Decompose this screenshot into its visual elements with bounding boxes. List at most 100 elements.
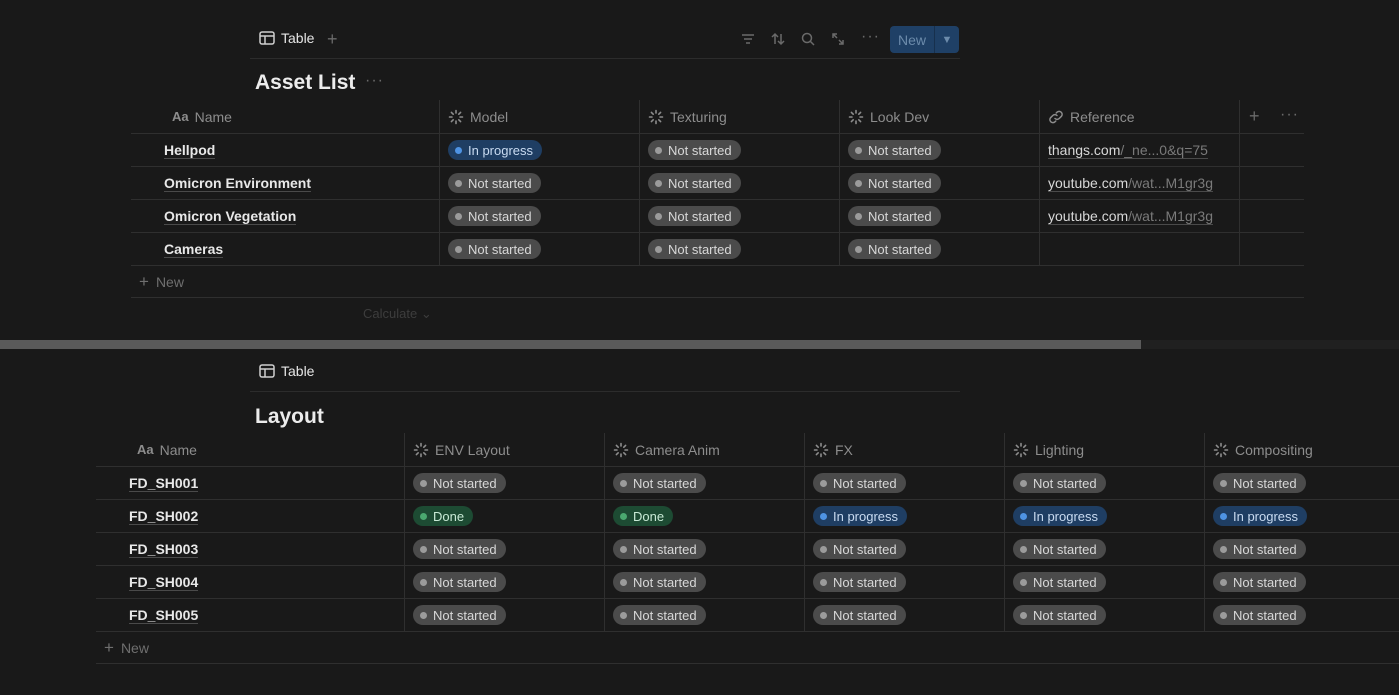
status-badge[interactable]: Not started bbox=[448, 239, 541, 259]
status-badge[interactable]: Not started bbox=[848, 239, 941, 259]
column-header-model[interactable]: Model bbox=[448, 100, 508, 133]
column-divider bbox=[1239, 100, 1240, 266]
status-dot bbox=[1020, 512, 1027, 520]
calculate-button[interactable]: Calculate ⌄ bbox=[363, 306, 432, 321]
status-badge[interactable]: Not started bbox=[648, 140, 741, 160]
sort-icon[interactable] bbox=[770, 31, 786, 47]
status-dot bbox=[820, 545, 827, 553]
status-dot bbox=[420, 611, 427, 619]
column-header-name[interactable]: Aa Name bbox=[172, 108, 232, 125]
database-title[interactable]: Asset List bbox=[255, 71, 356, 94]
title-more-icon[interactable]: ··· bbox=[365, 72, 384, 89]
link-icon bbox=[1049, 110, 1063, 123]
status-badge[interactable]: Not started bbox=[813, 605, 906, 625]
tab-label: Table bbox=[281, 30, 315, 46]
status-badge[interactable]: In progress bbox=[1013, 506, 1108, 526]
table-row-name[interactable]: FD_SH004 bbox=[129, 574, 199, 591]
new-button[interactable]: New ▼ bbox=[890, 26, 959, 53]
more-icon[interactable]: ··· bbox=[861, 28, 880, 45]
status-icon bbox=[613, 442, 629, 457]
status-dot bbox=[1020, 611, 1027, 619]
status-badge[interactable]: Not started bbox=[613, 473, 706, 493]
table-icon bbox=[259, 364, 275, 378]
status-badge[interactable]: In progress bbox=[1213, 506, 1308, 526]
tab-table[interactable]: Table bbox=[259, 30, 314, 46]
status-dot bbox=[820, 479, 827, 487]
table-row-name[interactable]: Hellpod bbox=[164, 142, 216, 159]
filter-icon[interactable] bbox=[740, 31, 756, 47]
row-divider bbox=[96, 499, 1399, 500]
status-badge[interactable]: Not started bbox=[613, 605, 706, 625]
new-row-button[interactable]: + New bbox=[104, 638, 149, 657]
chevron-down-icon[interactable]: ▼ bbox=[941, 33, 953, 46]
column-header-fx[interactable]: FX bbox=[813, 433, 853, 466]
column-header-compositing[interactable]: Compositing bbox=[1213, 433, 1313, 466]
status-dot bbox=[420, 479, 427, 487]
reference-link[interactable]: youtube.com/wat...M1gr3g bbox=[1048, 175, 1213, 192]
status-badge[interactable]: Not started bbox=[1213, 605, 1306, 625]
row-divider bbox=[131, 232, 1304, 233]
column-divider bbox=[404, 433, 405, 632]
status-dot bbox=[455, 179, 462, 187]
status-badge[interactable]: Not started bbox=[1213, 473, 1306, 493]
column-header-camera-anim[interactable]: Camera Anim bbox=[613, 433, 720, 466]
search-icon[interactable] bbox=[800, 31, 816, 47]
status-badge[interactable]: Not started bbox=[1013, 572, 1106, 592]
status-badge[interactable]: Not started bbox=[1213, 539, 1306, 559]
tab-table[interactable]: Table bbox=[259, 363, 314, 379]
tab-label: Table bbox=[281, 363, 315, 379]
scrollbar-thumb[interactable] bbox=[0, 340, 1141, 349]
status-badge[interactable]: Not started bbox=[648, 173, 741, 193]
column-header-env-layout[interactable]: ENV Layout bbox=[413, 433, 510, 466]
reference-link[interactable]: youtube.com/wat...M1gr3g bbox=[1048, 208, 1213, 225]
status-badge[interactable]: Not started bbox=[413, 473, 506, 493]
status-badge[interactable]: Not started bbox=[813, 539, 906, 559]
status-badge[interactable]: Not started bbox=[1013, 539, 1106, 559]
add-view-icon[interactable]: + bbox=[327, 29, 338, 49]
status-badge[interactable]: Not started bbox=[413, 572, 506, 592]
column-header-look-dev[interactable]: Look Dev bbox=[848, 100, 929, 133]
status-badge[interactable]: Not started bbox=[448, 206, 541, 226]
toolbar-divider bbox=[250, 391, 960, 392]
status-badge[interactable]: Not started bbox=[613, 572, 706, 592]
status-badge[interactable]: Not started bbox=[848, 140, 941, 160]
table-row-name[interactable]: FD_SH005 bbox=[129, 607, 199, 624]
expand-icon[interactable] bbox=[830, 31, 846, 47]
status-badge[interactable]: Not started bbox=[813, 473, 906, 493]
row-divider bbox=[96, 466, 1399, 467]
status-badge[interactable]: In progress bbox=[813, 506, 908, 526]
status-badge[interactable]: Not started bbox=[448, 173, 541, 193]
reference-link[interactable]: thangs.com/_ne...0&q=75 bbox=[1048, 142, 1208, 159]
status-badge[interactable]: Not started bbox=[648, 239, 741, 259]
table-row-name[interactable]: FD_SH003 bbox=[129, 541, 199, 558]
plus-icon: + bbox=[104, 638, 114, 657]
table-row-name[interactable]: Omicron Vegetation bbox=[164, 208, 297, 225]
column-header-reference[interactable]: Reference bbox=[1048, 100, 1135, 133]
status-badge[interactable]: Not started bbox=[813, 572, 906, 592]
table-row-name[interactable]: FD_SH001 bbox=[129, 475, 199, 492]
table-row-name[interactable]: Cameras bbox=[164, 241, 224, 258]
column-header-texturing[interactable]: Texturing bbox=[648, 100, 727, 133]
status-badge[interactable]: Not started bbox=[848, 206, 941, 226]
status-badge[interactable]: In progress bbox=[448, 140, 543, 160]
table-row-name[interactable]: FD_SH002 bbox=[129, 508, 199, 525]
plus-icon: + bbox=[139, 272, 149, 291]
add-column-icon[interactable]: + bbox=[1249, 106, 1260, 126]
status-badge[interactable]: Not started bbox=[1013, 605, 1106, 625]
status-badge[interactable]: Not started bbox=[648, 206, 741, 226]
column-header-name[interactable]: Aa Name bbox=[137, 441, 197, 458]
column-header-lighting[interactable]: Lighting bbox=[1013, 433, 1084, 466]
status-badge[interactable]: Not started bbox=[848, 173, 941, 193]
new-row-button[interactable]: + New bbox=[139, 272, 184, 291]
status-dot bbox=[655, 146, 662, 154]
status-badge[interactable]: Done bbox=[613, 506, 674, 526]
status-badge[interactable]: Not started bbox=[613, 539, 706, 559]
status-badge[interactable]: Done bbox=[413, 506, 474, 526]
status-badge[interactable]: Not started bbox=[413, 539, 506, 559]
status-badge[interactable]: Not started bbox=[1213, 572, 1306, 592]
table-row-name[interactable]: Omicron Environment bbox=[164, 175, 312, 192]
column-more-icon[interactable]: ··· bbox=[1280, 106, 1299, 123]
database-title[interactable]: Layout bbox=[255, 405, 324, 428]
status-badge[interactable]: Not started bbox=[413, 605, 506, 625]
status-badge[interactable]: Not started bbox=[1013, 473, 1106, 493]
